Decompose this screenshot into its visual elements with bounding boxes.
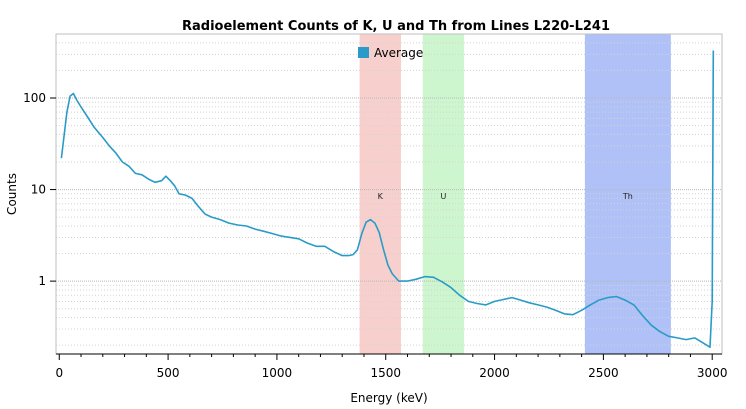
y-tick-label: 100: [23, 91, 46, 105]
x-tick-label: 2000: [479, 366, 510, 380]
grid-layer: [56, 33, 722, 346]
chart-title: Radioelement Counts of K, U and Th from …: [182, 19, 610, 34]
y-tick-label: 10: [31, 183, 46, 197]
band-label-k: K: [378, 192, 384, 201]
band-label-th: Th: [622, 192, 633, 201]
y-axis-label: Counts: [5, 173, 19, 215]
x-tick-label: 0: [55, 366, 63, 380]
legend: Average: [358, 46, 423, 60]
series-line-average: [60, 50, 715, 349]
x-tick-label: 500: [157, 366, 180, 380]
y-tick-label: 1: [38, 274, 46, 288]
x-axis-label: Energy (keV): [350, 391, 427, 405]
band-labels-layer: K U Th: [378, 192, 633, 201]
legend-swatch: [358, 47, 369, 58]
x-tick-label: 3000: [697, 366, 728, 380]
x-tick-label: 1500: [370, 366, 401, 380]
band-label-u: U: [440, 192, 446, 201]
series-layer: [60, 50, 715, 349]
legend-label: Average: [374, 46, 423, 60]
axes-layer: 0 500 1000 1500 2000 2500 3000 1 10 100: [23, 91, 727, 380]
x-tick-label: 2500: [588, 366, 619, 380]
x-tick-label: 1000: [262, 366, 293, 380]
